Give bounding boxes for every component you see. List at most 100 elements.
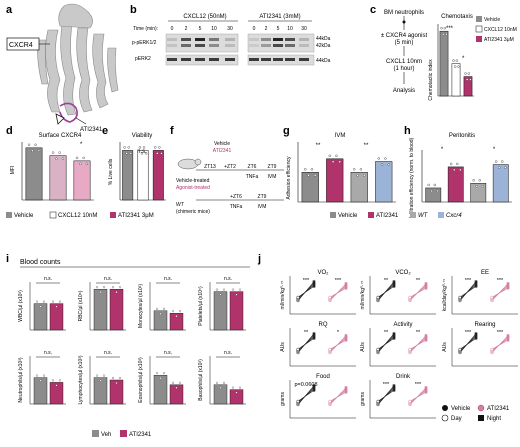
receptor-helices-icon xyxy=(37,3,119,116)
data-point xyxy=(61,157,65,160)
blood-legend-swatch-1 xyxy=(92,430,99,437)
legend-night-text: Night xyxy=(487,416,501,422)
data-point xyxy=(478,179,481,182)
legend-gh-text-2: ATI2341 xyxy=(376,213,399,219)
data-point xyxy=(231,288,235,291)
time-points: 0 2 5 10 30 0 2 5 10 30 xyxy=(171,26,307,32)
data-point xyxy=(392,387,396,391)
blood-panel: Basophils/µl (x10³) n.s. xyxy=(198,350,246,405)
data-point xyxy=(344,386,348,389)
data-point xyxy=(408,295,412,299)
data-point xyxy=(51,151,55,154)
data-point xyxy=(506,335,510,339)
data-point xyxy=(219,293,222,296)
bar xyxy=(152,150,164,201)
chemotaxis-title: Chemotaxis xyxy=(441,14,473,20)
surface-cxcr4-bars xyxy=(21,142,94,201)
data-point xyxy=(160,152,163,155)
data-point xyxy=(440,27,443,30)
peritonitis-ylabel: Infiltration efficiency (norm. to blood) xyxy=(409,137,415,218)
data-point xyxy=(344,337,348,340)
blood-legend: Veh ATI2341 xyxy=(92,430,152,438)
panel-a-structure: CXCR4 ATI2341 xyxy=(6,3,119,133)
series-line xyxy=(297,390,315,402)
metabolic-panel: VO₂ ml/min/kg⁰·⁷⁵ *** *** xyxy=(280,270,356,315)
bar xyxy=(301,172,319,203)
mw-marker-2: 42kDa xyxy=(316,43,331,49)
data-point xyxy=(494,160,498,163)
bar xyxy=(447,166,464,203)
legend-de-swatch-1 xyxy=(6,212,12,218)
blot-band xyxy=(225,44,235,47)
data-point xyxy=(424,286,428,290)
bar xyxy=(137,150,149,201)
legend-de-text-3: ATI2341 3μM xyxy=(118,213,154,219)
data-point xyxy=(115,291,118,294)
blood-panel-ylabel: RBC/µl (x10⁶) xyxy=(78,290,84,321)
peritonitis-sig-1: * xyxy=(441,147,444,153)
data-point xyxy=(85,162,89,166)
surface-cxcr4-title: Surface CXCR4 xyxy=(39,133,82,139)
legend-gh-text-3: WT xyxy=(418,213,429,219)
metabolic-panel-ylabel: AUs xyxy=(442,342,448,352)
time-point: 0 xyxy=(253,26,256,32)
blot-band xyxy=(299,44,309,47)
time-point: 2 xyxy=(265,26,268,32)
data-point xyxy=(296,399,300,403)
metabolic-panel-sig: *** xyxy=(303,278,310,284)
data-point xyxy=(506,286,510,290)
time-point: 30 xyxy=(227,26,233,32)
metabolic-panel: Rearing AUs *** *** xyxy=(442,322,518,367)
blood-panel-sig: n.s. xyxy=(104,350,112,356)
flow-step-6: Analysis xyxy=(393,88,415,94)
blot-band xyxy=(167,58,177,61)
blood-count-panels: WBC/µl (x10³)n.s.RBC/µl (x10⁶)n.s.Monocy… xyxy=(18,276,246,405)
time-point: 10 xyxy=(211,26,217,32)
data-point xyxy=(453,168,456,172)
chemotaxis-legend: Vehicle CXCL12 10nM ATI2341 3μM xyxy=(475,16,517,43)
data-point xyxy=(490,295,494,299)
data-point xyxy=(344,282,348,285)
metabolic-panel: Food grams p=0.0608 xyxy=(280,374,356,419)
series-line xyxy=(459,338,477,350)
metabolic-legend: Vehicle ATI2341 Day Night xyxy=(441,404,510,422)
bar xyxy=(73,160,91,201)
blood-panel-ylabel: Neutrophils/µl (x10³) xyxy=(18,357,24,402)
blot-band xyxy=(299,58,309,61)
series-line xyxy=(377,338,395,350)
data-point xyxy=(154,146,157,149)
blood-panel: Eosinophils/µl (x10³) n.s. xyxy=(138,350,186,405)
data-point xyxy=(159,312,162,315)
metabolic-panel-sig: *** xyxy=(415,382,422,388)
data-point xyxy=(312,280,316,283)
data-point xyxy=(474,281,478,285)
metabolic-panel-sig: *** xyxy=(335,278,342,284)
data-point xyxy=(380,163,384,166)
data-point xyxy=(296,295,300,299)
data-point xyxy=(142,146,146,149)
data-point xyxy=(312,333,316,337)
data-point xyxy=(453,65,457,68)
data-point xyxy=(363,174,366,177)
blot-band xyxy=(195,44,205,47)
panel-i-charts: Blood counts WBC/µl (x10³)n.s.RBC/µl (x1… xyxy=(18,259,250,438)
data-point xyxy=(356,174,359,177)
metabolic-panel-sig: * xyxy=(337,330,340,336)
blood-panel-sig: n.s. xyxy=(224,276,232,282)
metabolic-panel-sig: ** xyxy=(416,278,421,284)
data-point xyxy=(37,149,41,153)
bar xyxy=(33,377,48,405)
mw-marker-3: 44kDa xyxy=(316,58,331,64)
metabolic-panel-sig: *** xyxy=(465,278,472,284)
data-point xyxy=(215,288,219,291)
panel-e-chart: Viability % Live cells n.s. xyxy=(108,133,166,201)
data-point xyxy=(424,283,428,287)
data-point xyxy=(102,374,106,377)
blot-band xyxy=(195,58,205,61)
legend-swatch-vehicle xyxy=(476,16,482,22)
data-point xyxy=(82,156,85,160)
data-point xyxy=(35,374,39,377)
bar xyxy=(49,155,67,201)
series-line xyxy=(409,287,427,298)
data-point xyxy=(58,379,62,382)
